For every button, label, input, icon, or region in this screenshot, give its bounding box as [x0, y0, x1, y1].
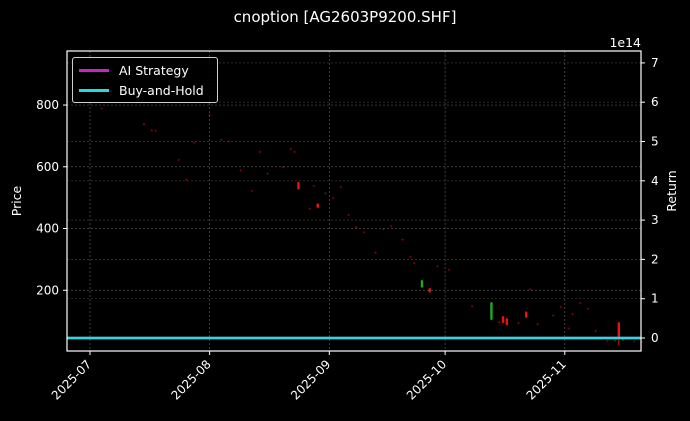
candle-body: [289, 148, 292, 150]
y-right-offset-label: 1e14: [609, 35, 641, 50]
candle-body: [536, 323, 539, 325]
x-tick-label: 2025-09: [288, 357, 333, 402]
x-tick-label: 2025-08: [168, 357, 213, 402]
candle-body: [312, 185, 316, 187]
candle-body: [594, 330, 597, 332]
y-right-tick-label: 6: [651, 95, 659, 109]
legend-swatch-buy-and-hold: [79, 88, 109, 92]
legend-item-ai-strategy: AI Strategy: [79, 61, 189, 79]
candle-body: [401, 239, 404, 241]
candle-body: [258, 151, 262, 153]
candle-body: [142, 123, 146, 126]
y-right-tick-label: 7: [651, 56, 659, 70]
candle-body: [150, 129, 153, 131]
y-right-tick-label: 4: [651, 174, 659, 188]
y-left-axis-label: Price: [9, 185, 24, 216]
candle-body: [382, 228, 385, 230]
candle-body: [497, 321, 501, 323]
candle-body: [613, 340, 617, 342]
candle-body: [571, 313, 574, 315]
candle-body: [193, 142, 196, 144]
y-right-tick-label: 1: [651, 292, 659, 306]
candle-body: [621, 339, 624, 341]
candle-body: [428, 288, 431, 293]
candle-body: [355, 226, 358, 228]
candle-body: [436, 265, 439, 267]
candle-body: [633, 340, 636, 342]
x-tick-label: 2025-07: [49, 357, 94, 402]
candle-body: [308, 208, 312, 210]
legend: AI Strategy Buy-and-Hold: [72, 57, 218, 103]
candle-body: [470, 305, 474, 307]
chart-title: cnoption [AG2603P9200.SHF]: [233, 8, 457, 26]
candle-body: [617, 322, 621, 339]
y-right-tick-label: 2: [651, 252, 659, 266]
y-right-tick-label: 5: [651, 135, 659, 149]
candle-body: [606, 340, 609, 342]
candle-body: [579, 302, 582, 304]
candle-body: [177, 159, 180, 161]
candle-body: [293, 151, 296, 153]
legend-item-buy-and-hold: Buy-and-Hold: [79, 81, 204, 99]
candle-body: [324, 192, 327, 194]
candle-body: [347, 214, 350, 216]
candle-body: [266, 172, 269, 175]
y-right-axis-label: Return: [664, 170, 679, 211]
y-right-tick-label: 3: [651, 213, 659, 227]
candle-body: [100, 108, 103, 110]
x-tick-label: 2025-10: [404, 357, 449, 402]
candle-body: [490, 302, 493, 320]
candle-body: [447, 269, 451, 271]
candle-body: [374, 251, 377, 254]
candle-body: [339, 186, 343, 188]
candle-body: [420, 280, 424, 288]
candle-body: [409, 256, 412, 258]
candle-body: [517, 322, 520, 324]
candle-body: [586, 308, 590, 310]
candle-body: [389, 225, 393, 227]
candle-body: [297, 182, 300, 190]
candle-body: [250, 190, 254, 192]
candle-body: [185, 179, 188, 181]
candle-body: [331, 197, 335, 199]
candle-body: [528, 288, 532, 290]
candle-body: [567, 327, 570, 330]
x-tick-label: 2025-11: [524, 357, 569, 402]
candle-body: [154, 130, 157, 132]
candle-body: [227, 140, 231, 143]
y-left-tick-label: 200: [36, 283, 59, 297]
candle-body: [239, 169, 242, 172]
candle-body: [505, 318, 509, 325]
candle-body: [208, 114, 211, 116]
legend-swatch-ai-strategy: [79, 68, 109, 72]
y-right-tick-label: 0: [651, 331, 659, 345]
candle-body: [362, 231, 366, 233]
candle-body: [640, 341, 644, 343]
candle-body: [559, 306, 563, 308]
candle-body: [281, 166, 285, 169]
candle-body: [413, 262, 416, 264]
y-left-tick-label: 800: [36, 98, 59, 112]
candle-body: [552, 314, 555, 317]
candle-body: [220, 138, 223, 141]
candle-body: [524, 311, 528, 318]
candle-body: [316, 203, 319, 208]
legend-label-buy-and-hold: Buy-and-Hold: [119, 82, 204, 98]
plot-frame: [66, 50, 642, 352]
y-left-tick-label: 600: [36, 160, 59, 174]
y-left-tick-label: 400: [36, 222, 59, 236]
legend-label-ai-strategy: AI Strategy: [119, 62, 189, 78]
candle-body: [501, 316, 505, 323]
